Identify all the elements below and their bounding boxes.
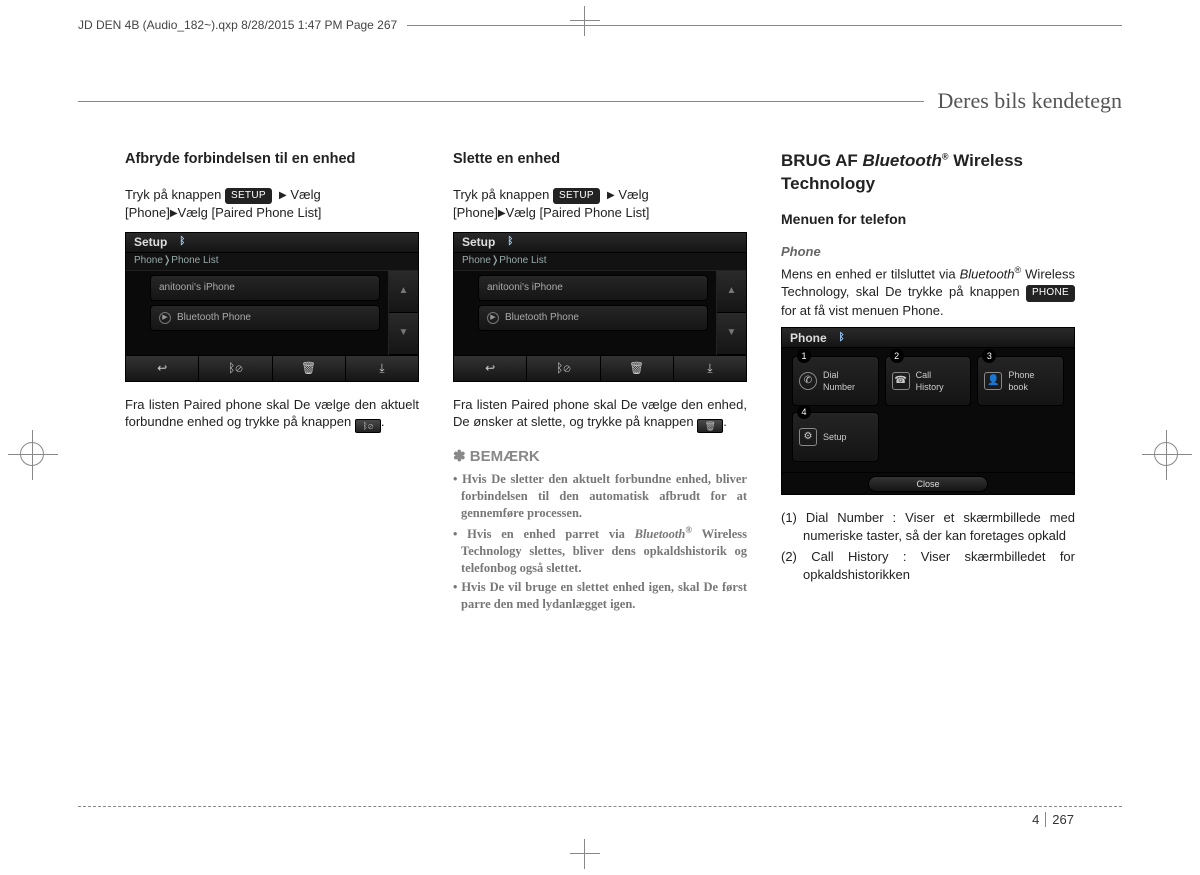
device-list-item: anitooni's iPhone <box>478 275 708 301</box>
note-item: Hvis De sletter den aktuelt forbundne en… <box>453 471 747 522</box>
phone-book-cell: 3👤 Phone book <box>977 356 1064 406</box>
setup-phonelist-screenshot: Setup ᛒ Phone❭Phone List anitooni's iPho… <box>125 232 419 382</box>
col1-instruction: Tryk på knappen SETUP ▶ Vælg [Phone]▶Væl… <box>125 186 419 222</box>
device-list-item: anitooni's iPhone <box>150 275 380 301</box>
download-icon: ⤓ <box>346 356 418 381</box>
page-content: Afbryde forbindelsen til en enhed Tryk p… <box>125 150 1075 795</box>
dial-number-cell: 1✆ Dial Number <box>792 356 879 406</box>
print-header: JD DEN 4B (Audio_182~).qxp 8/28/2015 1:4… <box>78 14 1122 36</box>
note-list: Hvis De sletter den aktuelt forbundne en… <box>453 471 747 612</box>
phone-menu-screenshot: Phoneᛒ 1✆ Dial Number 2☎ Call History 3👤… <box>781 327 1075 495</box>
col2-instruction: Tryk på knappen SETUP ▶ Vælg [Phone]▶Væl… <box>453 186 747 222</box>
footer-rule <box>78 806 1122 807</box>
print-header-text: JD DEN 4B (Audio_182~).qxp 8/28/2015 1:4… <box>78 18 397 32</box>
col1-heading: Afbryde forbindelsen til en enhed <box>125 150 419 170</box>
device-list-item: ▶Bluetooth Phone <box>478 305 708 331</box>
device-breadcrumb: Phone❭Phone List <box>126 253 418 271</box>
col3-major-heading: BRUG AF Bluetooth® Wireless Technology <box>781 150 1075 196</box>
column-1: Afbryde forbindelsen til en enhed Tryk p… <box>125 150 419 795</box>
contacts-icon: 👤 <box>984 372 1002 390</box>
dial-icon: ✆ <box>799 372 817 390</box>
note-item: Hvis De vil bruge en slettet enhed igen,… <box>453 579 747 613</box>
scroll-down-icon: ▼ <box>389 313 418 355</box>
close-button: Close <box>868 476 988 492</box>
bluetooth-icon: ᛒ <box>179 235 185 249</box>
device-scrollbar: ▲ ▼ <box>388 271 418 355</box>
trash-button-icon: 🗑 <box>697 419 723 433</box>
back-icon: ↩ <box>454 356 527 381</box>
column-2: Slette en enhed Tryk på knappen SETUP ▶ … <box>453 150 747 795</box>
col1-caption: Fra listen Paired phone skal De vælge de… <box>125 396 419 434</box>
col2-heading: Slette en enhed <box>453 150 747 170</box>
scroll-down-icon: ▼ <box>717 313 746 355</box>
page-title-bar: Deres bils kendetegn <box>78 88 1122 114</box>
bluetooth-icon: ᛒ <box>507 235 513 249</box>
registration-mark-right <box>1142 430 1192 480</box>
bt-disconnect-icon: ᛒ⊘ <box>199 356 272 381</box>
col3-sub-heading: Menuen for telefon <box>781 210 1075 229</box>
download-icon: ⤓ <box>674 356 746 381</box>
phone-button-label: PHONE <box>1026 285 1075 302</box>
page-number: 4267 <box>1032 812 1074 827</box>
setup-button-label: SETUP <box>225 188 272 205</box>
trash-icon: 🗑 <box>601 356 674 381</box>
setup-cell: 4⚙ Setup <box>792 412 879 462</box>
description-list: (1) Dial Number : Viser et skærmbillede … <box>781 509 1075 583</box>
col3-body: Mens en enhed er tilsluttet via Bluetoot… <box>781 264 1075 319</box>
column-3: BRUG AF Bluetooth® Wireless Technology M… <box>781 150 1075 795</box>
registration-mark-left <box>8 430 58 480</box>
col3-phone-heading: Phone <box>781 243 1075 261</box>
col2-caption: Fra listen Paired phone skal De vælge de… <box>453 396 747 434</box>
back-icon: ↩ <box>126 356 199 381</box>
device-list-item: ▶ Bluetooth Phone <box>150 305 380 331</box>
header-rule <box>407 25 1122 26</box>
play-icon: ▶ <box>159 312 171 324</box>
bt-disconnect-button-icon: ᛒ⊘ <box>355 419 381 433</box>
gear-icon: ⚙ <box>799 428 817 446</box>
setup-button-label: SETUP <box>553 188 600 205</box>
crop-mark-top <box>570 6 600 36</box>
page-title: Deres bils kendetegn <box>938 88 1123 114</box>
setup-phonelist-screenshot: Setupᛒ Phone❭Phone List anitooni's iPhon… <box>453 232 747 382</box>
description-item: (1) Dial Number : Viser et skærmbillede … <box>781 509 1075 544</box>
crop-mark-bottom <box>570 839 600 869</box>
bt-disconnect-icon: ᛒ⊘ <box>527 356 600 381</box>
note-item: Hvis en enhed parret via Bluetooth® Wire… <box>453 524 747 577</box>
note-heading: ✽ BEMÆRK <box>453 447 747 467</box>
bluetooth-icon: ᛒ <box>839 331 845 345</box>
play-icon: ▶ <box>487 312 499 324</box>
trash-icon: 🗑 <box>273 356 346 381</box>
history-icon: ☎ <box>892 372 910 390</box>
call-history-cell: 2☎ Call History <box>885 356 972 406</box>
scroll-up-icon: ▲ <box>389 271 418 313</box>
description-item: (2) Call History : Viser skærmbilledet f… <box>781 548 1075 583</box>
device-titlebar: Setup ᛒ <box>126 233 418 253</box>
scroll-up-icon: ▲ <box>717 271 746 313</box>
